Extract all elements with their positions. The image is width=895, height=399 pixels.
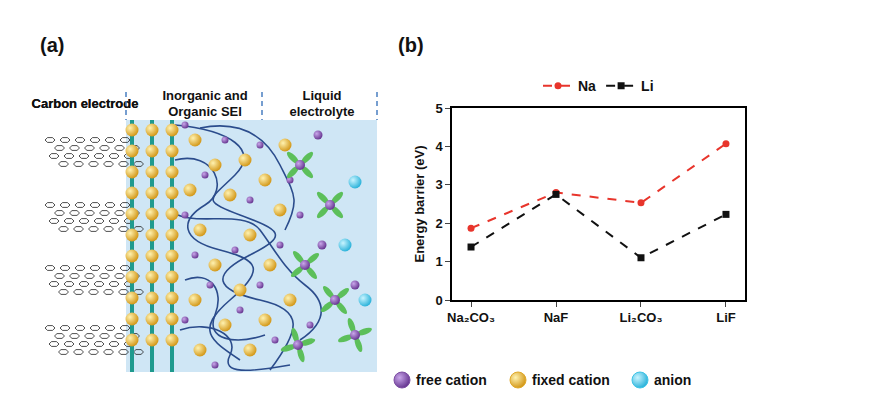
svg-text:5: 5	[435, 101, 442, 116]
svg-text:Na₂CO₃: Na₂CO₃	[447, 310, 495, 325]
svg-text:electrolyte: electrolyte	[289, 104, 354, 119]
svg-text:Li₂CO₃: Li₂CO₃	[620, 310, 663, 325]
svg-text:4: 4	[435, 139, 443, 154]
svg-text:anion: anion	[654, 372, 691, 388]
svg-text:3: 3	[435, 177, 442, 192]
svg-text:0: 0	[435, 293, 442, 308]
svg-text:Li: Li	[641, 78, 653, 94]
svg-text:(a): (a)	[40, 34, 64, 56]
svg-text:(b): (b)	[398, 34, 424, 56]
svg-text:NaF: NaF	[544, 310, 569, 325]
svg-text:1: 1	[435, 254, 442, 269]
svg-text:free cation: free cation	[416, 372, 487, 388]
svg-text:Na: Na	[578, 78, 596, 94]
svg-text:Organic SEI: Organic SEI	[168, 104, 242, 119]
svg-text:Liquid: Liquid	[303, 88, 342, 103]
svg-text:LiF: LiF	[716, 310, 736, 325]
svg-text:2: 2	[435, 216, 442, 231]
svg-text:Carbon electrode: Carbon electrode	[32, 96, 139, 111]
svg-text:Carbon electrode: Carbon electrode	[32, 96, 139, 111]
svg-text:Inorganic and: Inorganic and	[162, 88, 247, 103]
svg-text:fixed cation: fixed cation	[532, 372, 610, 388]
svg-text:Energy barrier (eV): Energy barrier (eV)	[412, 145, 427, 262]
